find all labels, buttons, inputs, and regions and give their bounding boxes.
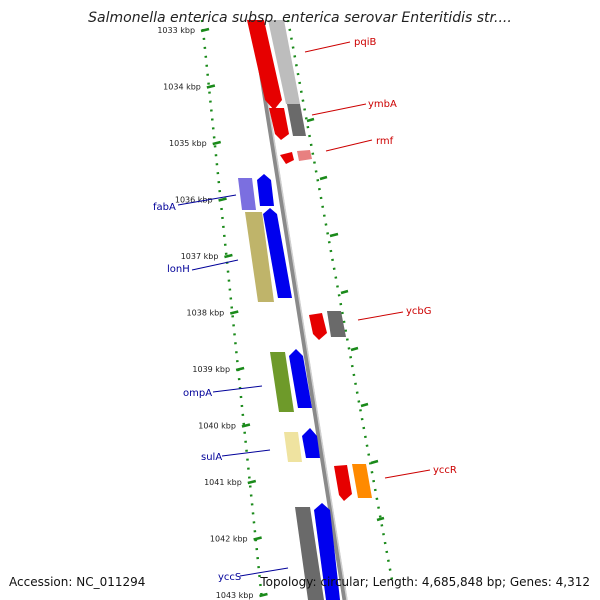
- gene-label-sulA[interactable]: sulA: [201, 452, 222, 463]
- gene-label-rmf[interactable]: rmf: [376, 136, 394, 147]
- gene-label-leaders: [177, 41, 431, 577]
- gene-pqiB-feature[interactable]: [247, 20, 300, 110]
- kbp-tick-label: 1039 kbp: [192, 365, 230, 374]
- kbp-tick-mark: [229, 310, 239, 315]
- kbp-tick-label: 1038 kbp: [187, 309, 225, 318]
- kbp-tick-label: 1043 kbp: [216, 591, 254, 600]
- gene-yccS-feature[interactable]: [295, 503, 340, 600]
- kbp-tick-label: 1036 kbp: [175, 196, 213, 205]
- gene-ymbA-feature[interactable]: [269, 104, 306, 140]
- page-title: Salmonella enterica subsp. enterica sero…: [88, 10, 512, 26]
- kbp-tick-mark: [247, 479, 257, 485]
- kbp-tick-label: 1035 kbp: [169, 139, 207, 148]
- gene-label-fabA[interactable]: fabA: [153, 202, 176, 213]
- kbp-tick-mark: [235, 366, 245, 372]
- kbp-tick-mark: [206, 84, 216, 89]
- topology-label: Topology: circular; Length: 4,685,848 bp…: [260, 575, 590, 589]
- kbp-tick-label: 1042 kbp: [210, 535, 248, 544]
- kbp-tick-mark: [200, 27, 210, 33]
- kbp-tick-mark: [259, 592, 268, 598]
- gene-label-lonH[interactable]: lonH: [167, 264, 190, 275]
- kbp-tick-label: 1034 kbp: [163, 83, 201, 92]
- kbp-tick-label: 1041 kbp: [204, 478, 242, 487]
- gene-lonH-feature[interactable]: [245, 208, 292, 302]
- gene-sulA-feature[interactable]: [284, 428, 320, 462]
- backbone-highlight: [254, 19, 348, 600]
- gene-rmf-feature[interactable]: [280, 150, 312, 164]
- kbp-tick-mark: [224, 253, 233, 259]
- kbp-tick-mark: [218, 197, 227, 202]
- gene-ycbG-feature[interactable]: [309, 311, 346, 340]
- gene-label-yccS[interactable]: yccS: [218, 572, 241, 583]
- accession-label: Accession: NC_011294: [9, 575, 146, 589]
- gene-label-ompA[interactable]: ompA: [183, 388, 212, 399]
- gene-fabA-feature[interactable]: [238, 174, 274, 210]
- kbp-tick-label: 1037 kbp: [181, 252, 219, 261]
- gene-label-ymbA[interactable]: ymbA: [368, 99, 397, 110]
- gene-label-pqiB[interactable]: pqiB: [354, 37, 376, 48]
- gene-yccR-feature[interactable]: [334, 464, 372, 501]
- gene-label-ycbG[interactable]: ycbG: [406, 306, 432, 317]
- backbone-line: [250, 19, 348, 600]
- kbp-tick-mark: [253, 536, 262, 541]
- kbp-ticks: 1033 kbp 1034 kbp 1035 kbp 1036 kbp 1037 kbp…: [157, 26, 268, 600]
- kbp-tick-mark: [241, 423, 251, 428]
- kbp-tick-label: 1033 kbp: [157, 26, 195, 35]
- kbp-tick-label: 1040 kbp: [198, 422, 236, 431]
- kbp-tick-mark: [212, 140, 222, 146]
- right-track-dashes: [306, 117, 385, 522]
- gene-label-yccR[interactable]: yccR: [433, 465, 457, 476]
- gene-ompA-feature[interactable]: [270, 349, 312, 412]
